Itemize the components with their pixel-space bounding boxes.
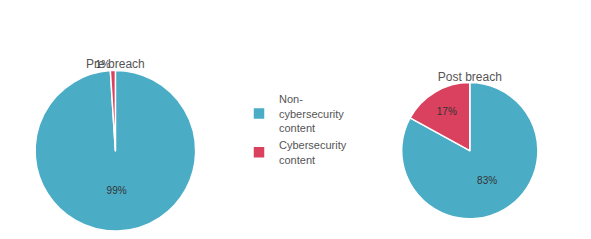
svg-text:99%: 99% [107, 185, 127, 196]
svg-text:Pre breach: Pre breach [86, 57, 145, 71]
svg-text:83%: 83% [477, 175, 497, 186]
svg-text:17%: 17% [437, 106, 457, 117]
svg-text:1%: 1% [96, 59, 111, 70]
svg-text:Non-cybersecuritycontent: Non-cybersecuritycontent [279, 93, 344, 134]
svg-text:Post breach: Post breach [438, 70, 502, 84]
svg-text:Cybersecuritycontent: Cybersecuritycontent [279, 139, 347, 165]
